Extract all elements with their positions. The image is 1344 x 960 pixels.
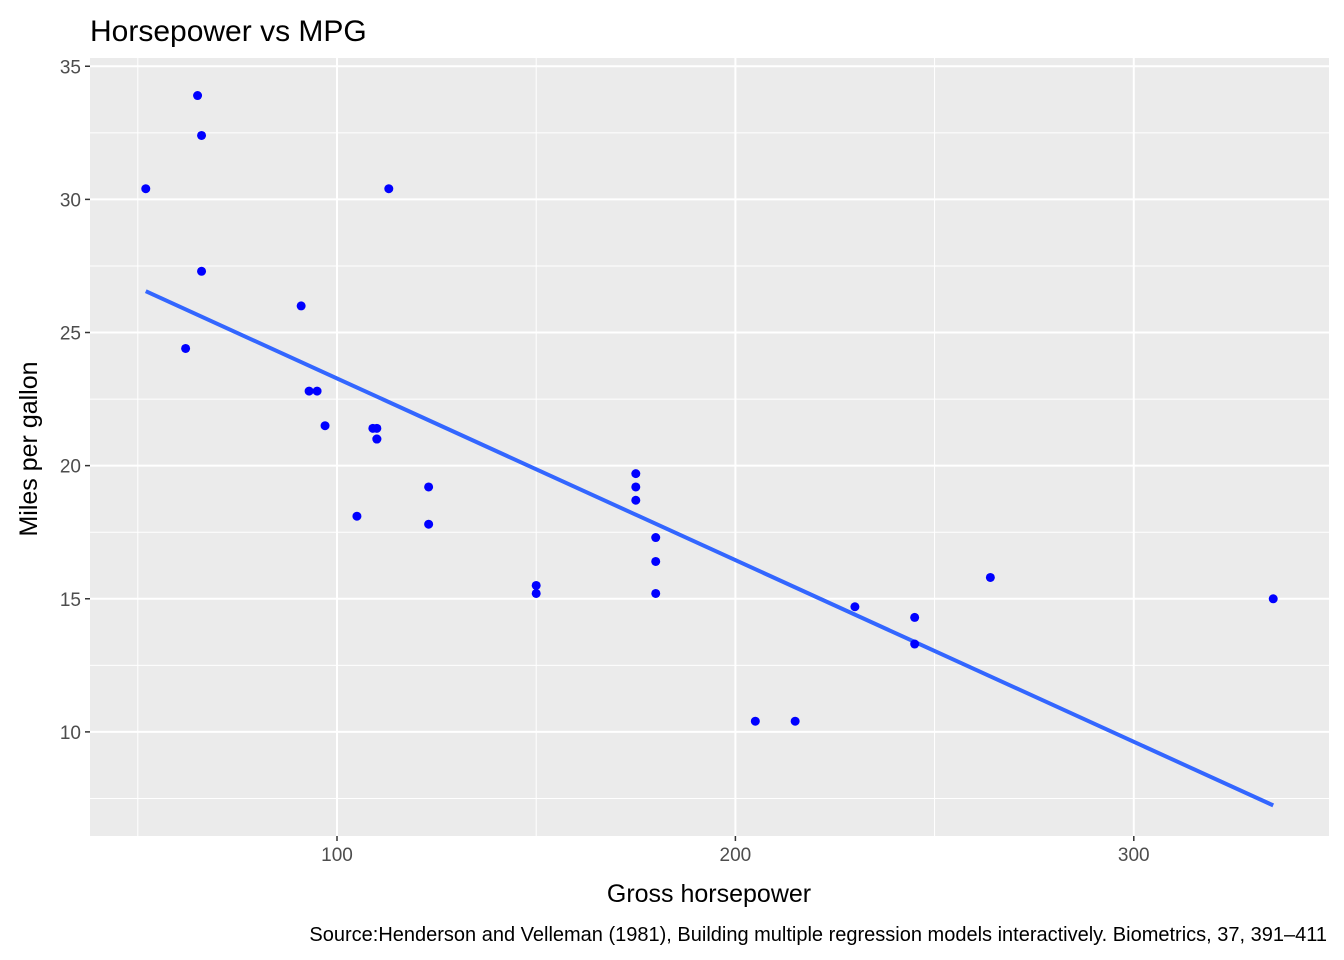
data-point: [181, 343, 191, 353]
data-point: [910, 612, 920, 622]
chart-caption: Source:Henderson and Velleman (1981), Bu…: [309, 924, 1327, 946]
data-point: [352, 511, 362, 521]
data-point: [424, 519, 434, 529]
data-point: [1268, 594, 1278, 604]
data-point: [631, 482, 641, 492]
data-point: [790, 716, 800, 726]
axes: 100 200 300 10 15 20 25 30 35: [60, 57, 1150, 866]
y-tick-label: 15: [60, 590, 81, 611]
data-point: [631, 495, 641, 505]
data-point: [651, 556, 661, 566]
y-tick-label: 20: [60, 457, 81, 478]
data-point: [197, 266, 207, 276]
data-point: [372, 434, 382, 444]
y-tick-label: 10: [60, 723, 81, 744]
data-point: [631, 469, 641, 479]
x-tick-label: 100: [321, 845, 353, 866]
y-tick-label: 30: [60, 190, 81, 211]
data-point: [651, 588, 661, 598]
data-point: [910, 639, 920, 649]
data-point: [985, 572, 995, 582]
data-point: [750, 716, 760, 726]
x-axis-title: Gross horsepower: [607, 880, 811, 908]
data-point: [384, 184, 394, 194]
data-point: [850, 602, 860, 612]
data-point: [368, 423, 378, 433]
minor-gridlines: [90, 58, 1329, 836]
data-point: [197, 130, 207, 140]
y-axis-title: Miles per gallon: [15, 361, 43, 536]
x-tick-label: 300: [1118, 845, 1150, 866]
data-point: [531, 580, 541, 590]
data-points: [141, 91, 1278, 726]
data-point: [312, 386, 322, 396]
major-gridlines: [90, 58, 1329, 836]
x-tick-label: 200: [720, 845, 752, 866]
data-point: [531, 588, 541, 598]
trend-line-group: [144, 289, 1275, 808]
data-point: [651, 533, 661, 543]
chart-title: Horsepower vs MPG: [90, 15, 367, 48]
data-point: [296, 301, 306, 311]
data-point: [141, 184, 151, 194]
data-point: [424, 482, 434, 492]
y-tick-label: 25: [60, 324, 81, 345]
data-point: [304, 386, 314, 396]
data-point: [320, 421, 330, 431]
data-point: [193, 91, 203, 101]
regression-line: [144, 289, 1275, 808]
plot-panel: [90, 58, 1329, 836]
y-tick-label: 35: [60, 57, 81, 78]
